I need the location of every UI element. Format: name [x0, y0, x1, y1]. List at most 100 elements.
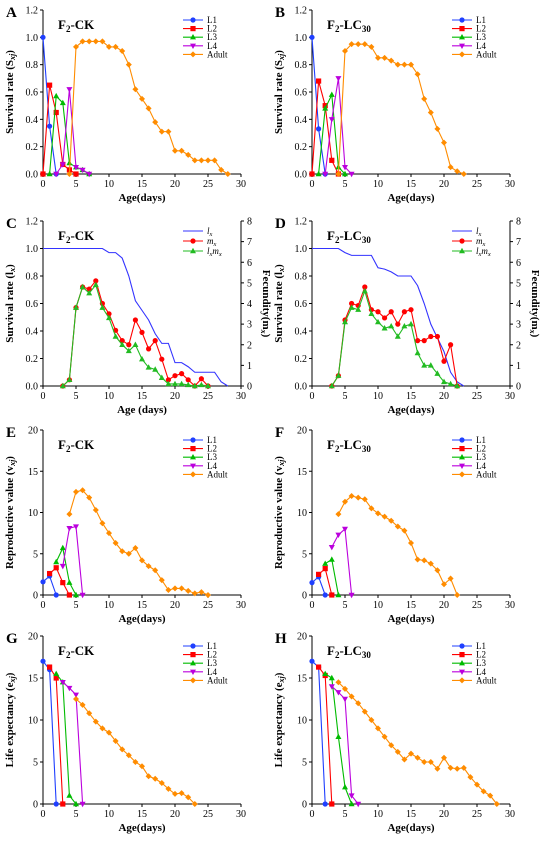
panel-D: 0 5 10 15 20 25 30 0.0 0.2 0.4 0.6 0.8 1.0 1.2 0 1 2 3 4 5 6… — [273, 216, 541, 416]
data-point-Adult — [388, 57, 395, 64]
data-point-L4 — [59, 563, 66, 570]
legend-label-L4: L4 — [207, 667, 217, 677]
data-point-L4 — [66, 87, 73, 93]
data-point-Adult — [361, 496, 368, 503]
legend-marker-L1 — [190, 17, 196, 23]
data-point-mx — [434, 333, 440, 340]
data-point-mx — [93, 278, 99, 284]
data-point-Adult — [381, 513, 388, 520]
legend-marker-L3 — [459, 34, 465, 40]
data-point-lxmx — [59, 382, 66, 389]
y-tick-label: 20 — [28, 426, 38, 437]
x-tick-label: 15 — [137, 600, 147, 611]
data-point-mx — [428, 333, 434, 340]
x-tick-label: 15 — [137, 391, 147, 402]
y-axis-label: Reproductive value (vxj) — [273, 456, 286, 569]
data-point-mx — [132, 317, 138, 323]
y-tick-label: 0.4 — [295, 327, 308, 338]
data-point-L2 — [73, 171, 79, 177]
x-tick-label: 0 — [41, 391, 46, 402]
y2-axis-label: Fecundity(mx) — [528, 270, 541, 338]
y-tick-label: 1.2 — [295, 217, 308, 228]
data-point-lxmx — [408, 320, 414, 327]
legend-marker-Adult — [190, 51, 196, 58]
y-axis-label: Survival rate (lx) — [273, 264, 286, 343]
data-point-Adult — [99, 520, 106, 527]
data-point-Adult — [158, 780, 165, 786]
legend-label-L1: L1 — [476, 435, 486, 445]
data-point-L3 — [322, 105, 329, 111]
data-point-mx — [395, 321, 401, 327]
y-axis-label: Survival rate (Sxj) — [4, 50, 17, 134]
y-axis-label: Reproductive value (vxj) — [4, 456, 17, 569]
x-tick-label: 10 — [104, 179, 114, 190]
panel-title: F2-LC30 — [327, 437, 371, 454]
data-point-Adult — [86, 710, 93, 717]
data-point-Adult — [73, 696, 79, 702]
data-point-Adult — [211, 157, 218, 164]
data-point-Adult — [355, 41, 362, 48]
data-point-L3 — [328, 556, 335, 562]
legend-marker-L2 — [190, 26, 196, 32]
data-point-L4 — [335, 690, 342, 696]
data-point-lxmx — [86, 289, 93, 296]
x-tick-label: 5 — [343, 809, 348, 820]
data-point-Adult — [112, 540, 119, 547]
data-point-Adult — [79, 38, 86, 45]
data-point-Adult — [132, 544, 139, 551]
data-point-L1 — [47, 123, 53, 129]
legend-label-mx: mx — [207, 236, 217, 248]
legend-label-L2: L2 — [207, 444, 217, 454]
y2-tick-label: 5 — [516, 278, 521, 289]
y2-axis-label: Fecundity(mx) — [259, 270, 272, 338]
data-point-Adult — [152, 567, 159, 574]
data-point-L4 — [59, 680, 66, 686]
data-point-Adult — [408, 61, 414, 68]
y-tick-label: 15 — [28, 674, 38, 685]
legend-label-lx: lx — [207, 226, 213, 238]
y2-tick-label: 8 — [247, 217, 252, 228]
x-tick-label: 25 — [203, 809, 213, 820]
legend-marker-lxmx — [459, 247, 465, 254]
data-point-lxmx — [441, 378, 447, 385]
x-tick-label: 25 — [472, 391, 482, 402]
y-axis-label: Survival rate (Sxj) — [273, 50, 286, 134]
legend-marker-Adult — [459, 471, 465, 478]
panel-B: 0 5 10 15 20 25 30 0.0 0.2 0.4 0.6 0.8 1.0 1.2 Age(day… — [273, 5, 515, 204]
data-point-L4 — [335, 532, 342, 538]
legend-label-Adult: Adult — [207, 675, 228, 685]
x-tick-label: 5 — [343, 179, 348, 190]
x-tick-label: 25 — [472, 600, 482, 611]
data-point-Adult — [394, 748, 401, 755]
data-point-Adult — [408, 540, 414, 547]
data-point-lxmx — [106, 314, 112, 321]
data-point-Adult — [487, 792, 494, 799]
x-tick-label: 0 — [310, 179, 315, 190]
data-point-lxmx — [205, 382, 211, 389]
legend-label-L1: L1 — [207, 15, 217, 25]
data-point-mx — [448, 342, 454, 348]
panel-label: E — [6, 425, 16, 441]
y-tick-label: 5 — [33, 758, 38, 769]
data-point-mx — [86, 286, 92, 292]
legend-label-L3: L3 — [207, 452, 217, 462]
data-point-Adult — [375, 725, 381, 732]
data-point-mx — [388, 309, 394, 315]
x-tick-label: 5 — [74, 809, 79, 820]
data-point-Adult — [388, 742, 395, 749]
data-point-Adult — [185, 794, 192, 801]
data-point-L4 — [73, 524, 79, 530]
data-point-Adult — [342, 48, 348, 54]
legend-marker-L4 — [459, 669, 465, 675]
x-tick-label: 0 — [41, 600, 46, 611]
data-point-L3 — [73, 591, 79, 598]
series-line-lx — [43, 247, 229, 387]
y-tick-label: 1.2 — [26, 217, 39, 228]
legend-label-L1: L1 — [476, 641, 486, 651]
data-point-L3 — [59, 544, 66, 551]
data-point-L3 — [335, 591, 342, 598]
x-tick-label: 0 — [310, 809, 315, 820]
data-point-L4 — [328, 684, 335, 690]
data-point-Adult — [408, 750, 414, 757]
data-point-Adult — [191, 157, 198, 164]
